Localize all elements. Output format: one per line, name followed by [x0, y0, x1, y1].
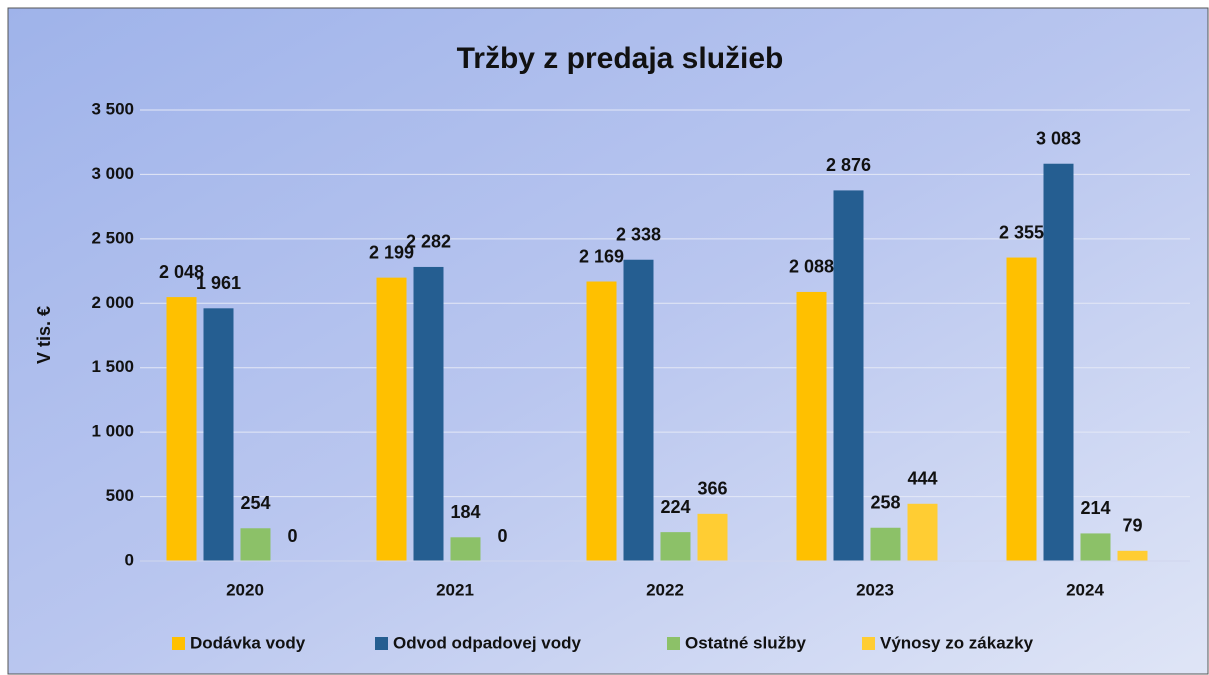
bar	[1043, 163, 1074, 561]
y-axis-label: V tis. €	[34, 306, 54, 364]
x-tick-label: 2021	[436, 580, 474, 599]
legend-label: Dodávka vody	[190, 633, 306, 652]
x-tick-label: 2022	[646, 580, 684, 599]
value-label: 2 355	[999, 222, 1044, 242]
legend-swatch	[862, 637, 875, 650]
x-tick-label: 2024	[1066, 580, 1104, 599]
bar	[1080, 533, 1111, 561]
value-label: 2 169	[579, 246, 624, 266]
value-label: 2 088	[789, 257, 834, 277]
value-label: 0	[497, 526, 507, 546]
value-label: 0	[287, 526, 297, 546]
bar	[870, 527, 901, 561]
bar	[1117, 550, 1148, 561]
x-tick-label: 2023	[856, 580, 894, 599]
bar	[1006, 257, 1037, 561]
value-label: 2 199	[369, 242, 414, 262]
value-label: 444	[907, 469, 937, 489]
bar	[240, 528, 271, 561]
y-tick-label: 2 000	[91, 293, 134, 312]
bar	[833, 190, 864, 561]
bar	[907, 503, 938, 561]
bar	[166, 297, 197, 561]
bar	[586, 281, 617, 561]
bar	[376, 277, 407, 561]
legend-swatch	[375, 637, 388, 650]
chart-title: Tržby z predaja služieb	[457, 42, 784, 75]
value-label: 258	[870, 493, 900, 513]
value-label: 254	[240, 493, 270, 513]
value-label: 2 338	[616, 224, 661, 244]
y-tick-label: 3 500	[91, 99, 134, 118]
y-tick-label: 1 500	[91, 357, 134, 376]
value-label: 2 876	[826, 155, 871, 175]
value-label: 366	[697, 479, 727, 499]
bar	[660, 532, 691, 561]
bar	[450, 537, 481, 561]
value-label: 79	[1122, 516, 1142, 536]
bar	[203, 308, 234, 561]
legend-label: Výnosy zo zákazky	[880, 633, 1034, 652]
value-label: 224	[660, 497, 690, 517]
bar	[413, 266, 444, 561]
y-tick-label: 0	[125, 550, 134, 569]
bar	[796, 291, 827, 561]
x-tick-label: 2020	[226, 580, 264, 599]
value-label: 2 048	[159, 262, 204, 282]
y-tick-label: 1 000	[91, 422, 134, 441]
bar	[697, 513, 728, 561]
legend-swatch	[667, 637, 680, 650]
legend-label: Ostatné služby	[685, 633, 806, 652]
y-tick-label: 500	[106, 486, 134, 505]
bar	[623, 259, 654, 561]
legend-swatch	[172, 637, 185, 650]
legend-label: Odvod odpadovej vody	[393, 633, 582, 652]
value-label: 184	[450, 502, 480, 522]
value-label: 214	[1080, 498, 1110, 518]
y-tick-label: 2 500	[91, 228, 134, 247]
value-label: 1 961	[196, 273, 241, 293]
value-label: 3 083	[1036, 128, 1081, 148]
y-tick-label: 3 000	[91, 164, 134, 183]
value-label: 2 282	[406, 232, 451, 252]
